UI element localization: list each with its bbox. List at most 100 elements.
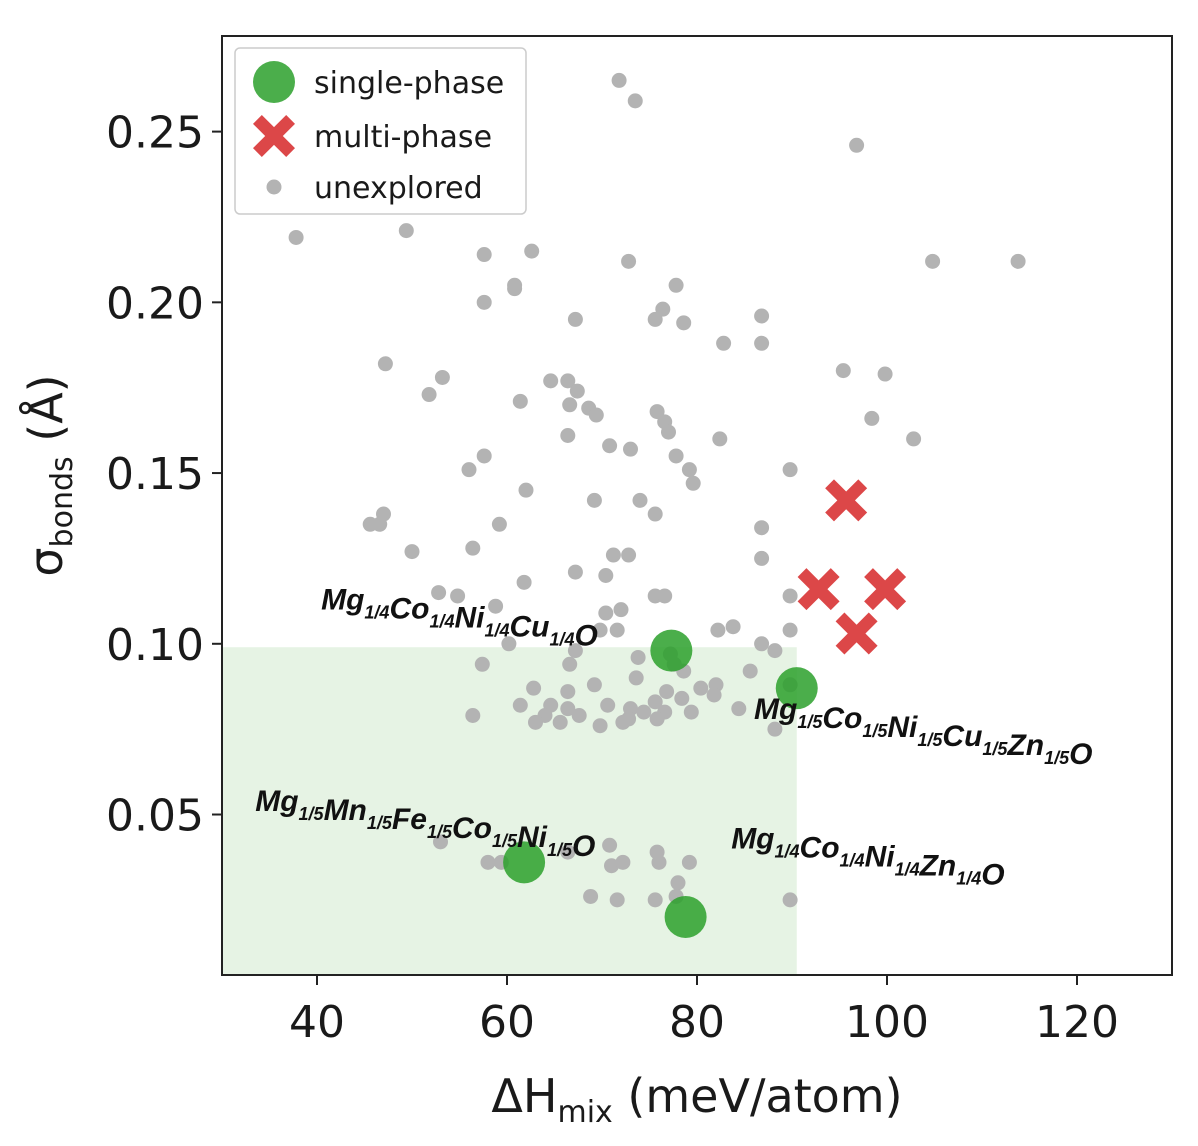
unexplored-point [767,721,783,737]
unexplored-point [683,704,699,720]
unexplored-point [526,680,542,696]
x-axis-title-rest: (meV/atom) [613,1069,903,1123]
formula-subscript: 1/5 [862,721,888,741]
unexplored-point [609,892,625,908]
formula-element: Co [800,832,840,865]
unexplored-point [604,858,619,874]
unexplored-point [615,714,631,730]
formula-subscript: 1/4 [429,612,454,632]
unexplored-point [649,711,665,727]
single-phase-point [664,895,707,938]
legend-unexplored-marker [266,179,282,195]
formula-element: Ni [887,711,918,744]
unexplored-point [588,407,604,423]
formula-subscript: 1/5 [982,739,1008,759]
single-phase-point [650,629,693,672]
unexplored-point [598,567,614,583]
unexplored-point [693,680,709,696]
unexplored-point [782,892,798,908]
unexplored-point [681,854,697,870]
unexplored-point [491,516,507,532]
unexplored-point [661,424,676,440]
unexplored-point [516,574,532,590]
unexplored-point [670,875,686,891]
unexplored-point [562,656,578,672]
formula-element: Mg [321,584,364,617]
unexplored-point [501,636,517,652]
formula-subscript: 1/5 [427,822,453,842]
unexplored-point [476,448,492,464]
unexplored-point [524,243,540,259]
formula-subscript: 1/4 [956,869,981,889]
unexplored-point [480,854,496,870]
unexplored-point [668,277,684,293]
formula-element: Ni [517,821,548,854]
formula-element: Zn [919,850,957,883]
unexplored-point [567,643,583,659]
formula-subscript: 1/5 [492,831,518,851]
unexplored-point [512,393,528,409]
unexplored-point [835,363,851,379]
formula-subscript: 1/4 [364,603,389,623]
formula-element: Co [389,593,429,626]
unexplored-point [512,697,528,713]
x-tick-label: 60 [479,997,535,1048]
unexplored-point [659,684,675,700]
unexplored-point [681,462,697,478]
formula-element: O [572,830,595,863]
x-tick-label: 40 [289,997,345,1048]
unexplored-point [602,438,618,454]
formula-annotation: Mg1/5Mn1/5Fe1/5Co1/5Ni1/5O [255,785,595,863]
legend-box [234,47,527,215]
x-axis-title-sub: mix [557,1095,612,1130]
unexplored-point [849,137,865,153]
formula-element: O [981,859,1004,892]
axis-ticks-layer: 40 60 80 100 120 0.05 0.10 0.15 0.20 0.25 [106,108,1119,1048]
unexplored-point [600,697,616,713]
single-phase-point [503,841,546,884]
unexplored-point [754,308,770,324]
unexplored-point [668,448,684,464]
formula-subscript: 1/4 [840,851,865,871]
formula-element: Co [822,702,862,735]
unexplored-point [925,253,941,269]
unexplored-point [461,462,477,478]
unexplored-point [877,366,893,382]
unexplored-point [609,622,625,638]
unexplored-point [754,550,770,566]
unexplored-point [627,93,643,109]
unexplored-point [864,410,880,426]
unexplored-point [586,677,602,693]
unexplored-point [543,373,559,389]
unexplored-point [560,701,576,717]
formula-element: O [1069,738,1092,771]
unexplored-point [651,854,667,870]
unexplored-point [605,547,621,563]
unexplored-point [754,636,770,652]
unexplored-point [782,588,798,604]
unexplored-point [647,694,663,710]
unexplored-point [630,649,646,665]
unexplored-point [906,431,922,447]
unexplored-point [398,223,414,239]
y-axis-title-main: σ [19,547,73,576]
unexplored-point [647,892,663,908]
unexplored-point [598,605,614,621]
unexplored-point [621,547,637,563]
data-points-layer [288,72,1026,938]
unexplored-point [488,598,504,614]
unexplored-point [560,428,576,444]
unexplored-point [465,540,481,556]
unexplored-point [742,663,758,679]
unexplored-point [421,387,437,403]
unexplored-point [560,684,576,700]
legend-label: single-phase [314,66,504,101]
unexplored-point [647,311,663,327]
unexplored-point [1010,253,1026,269]
unexplored-point [562,397,578,413]
y-axis-title-sub: bonds [45,456,80,547]
formula-element: Cu [942,720,982,753]
formula-element: Mg [731,823,774,856]
y-tick-label: 0.15 [106,449,204,500]
